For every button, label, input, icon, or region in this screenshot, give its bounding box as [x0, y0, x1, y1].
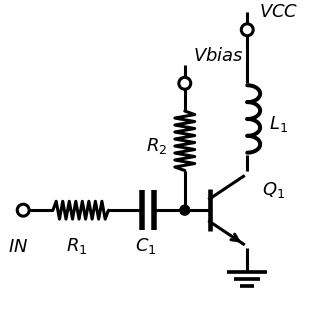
Text: $L_1$: $L_1$ — [269, 114, 288, 134]
Text: $Q_1$: $Q_1$ — [262, 180, 285, 200]
Circle shape — [180, 205, 190, 215]
Circle shape — [17, 204, 29, 216]
Circle shape — [241, 24, 253, 36]
Text: $IN$: $IN$ — [8, 238, 28, 256]
Text: $Vbias$: $Vbias$ — [193, 46, 244, 65]
Circle shape — [179, 77, 191, 89]
Text: $R_2$: $R_2$ — [146, 136, 168, 156]
Text: $VCC$: $VCC$ — [259, 3, 299, 21]
Text: $C_1$: $C_1$ — [135, 236, 157, 256]
Text: $R_1$: $R_1$ — [66, 236, 87, 256]
